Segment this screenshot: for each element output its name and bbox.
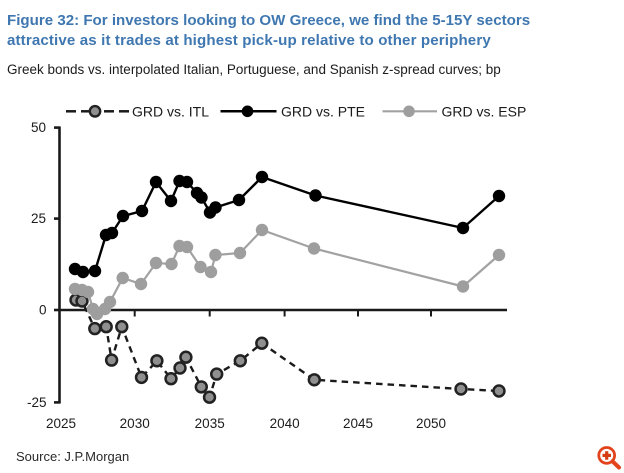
svg-text:2025: 2025 bbox=[46, 416, 76, 431]
svg-text:0: 0 bbox=[39, 303, 47, 318]
svg-text:-25: -25 bbox=[27, 395, 47, 410]
svg-text:2045: 2045 bbox=[343, 416, 373, 431]
svg-text:GRD vs. PTE: GRD vs. PTE bbox=[281, 104, 365, 120]
svg-text:2050: 2050 bbox=[416, 416, 446, 431]
svg-text:2030: 2030 bbox=[120, 416, 150, 431]
svg-text:GRD vs. ESP: GRD vs. ESP bbox=[442, 104, 527, 120]
svg-text:50: 50 bbox=[31, 120, 46, 135]
svg-text:25: 25 bbox=[31, 211, 46, 226]
svg-text:2040: 2040 bbox=[270, 416, 300, 431]
svg-text:GRD vs. ITL: GRD vs. ITL bbox=[132, 104, 209, 120]
svg-text:2035: 2035 bbox=[195, 416, 225, 431]
